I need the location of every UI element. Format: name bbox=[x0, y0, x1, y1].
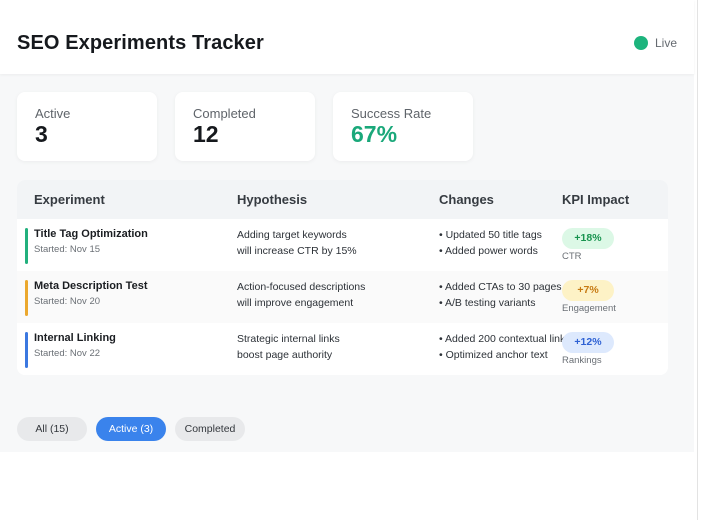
stats-row: Active 3 Completed 12 Success Rate 67% bbox=[17, 92, 473, 161]
stat-label: Success Rate bbox=[351, 106, 432, 121]
experiments-table: Experiment Hypothesis Changes KPI Impact… bbox=[17, 180, 668, 375]
stat-card-active: Active 3 bbox=[17, 92, 157, 161]
column-header-kpi-impact: KPI Impact bbox=[562, 192, 630, 207]
column-header-experiment: Experiment bbox=[34, 192, 105, 207]
column-header-changes: Changes bbox=[439, 192, 494, 207]
table-row[interactable]: Internal Linking Started: Nov 22 Strateg… bbox=[17, 323, 668, 375]
scrollbar-track[interactable] bbox=[697, 0, 698, 520]
experiment-hypothesis: Strategic internal links boost page auth… bbox=[237, 332, 427, 363]
filter-all-button[interactable]: All (15) bbox=[17, 417, 87, 441]
page-title: SEO Experiments Tracker bbox=[17, 32, 264, 54]
hypothesis-line: will increase CTR by 15% bbox=[237, 244, 357, 257]
status-accent-bar bbox=[25, 228, 28, 264]
hypothesis-line: Adding target keywords bbox=[237, 229, 347, 241]
main-content: Active 3 Completed 12 Success Rate 67% E… bbox=[0, 74, 694, 452]
change-item: • A/B testing variants bbox=[439, 296, 536, 309]
table-row[interactable]: Meta Description Test Started: Nov 20 Ac… bbox=[17, 271, 668, 323]
experiment-hypothesis: Adding target keywords will increase CTR… bbox=[237, 228, 427, 259]
kpi-impact: +7% Engagement bbox=[562, 280, 616, 314]
kpi-impact: +12% Rankings bbox=[562, 332, 614, 366]
stat-label: Active bbox=[35, 106, 71, 121]
kpi-metric: Rankings bbox=[562, 355, 602, 366]
change-item: • Updated 50 title tags bbox=[439, 229, 542, 241]
experiment-start-date: Started: Nov 22 bbox=[34, 348, 101, 359]
kpi-metric: Engagement bbox=[562, 303, 616, 314]
change-item: • Added power words bbox=[439, 244, 538, 257]
hypothesis-line: boost page authority bbox=[237, 348, 333, 361]
status-accent-bar bbox=[25, 332, 28, 368]
table-header: Experiment Hypothesis Changes KPI Impact bbox=[17, 180, 668, 219]
live-status-label: Live bbox=[655, 36, 678, 50]
filter-active-button[interactable]: Active (3) bbox=[96, 417, 166, 441]
status-accent-bar bbox=[25, 280, 28, 316]
kpi-badge: +7% bbox=[562, 280, 614, 301]
live-status: Live bbox=[634, 36, 677, 50]
column-header-hypothesis: Hypothesis bbox=[237, 192, 308, 207]
experiment-changes: • Added 200 contextual links • Optimized… bbox=[439, 332, 567, 363]
kpi-badge: +18% bbox=[562, 228, 614, 249]
hypothesis-line: Action-focused descriptions bbox=[237, 281, 366, 293]
experiment-start-date: Started: Nov 15 bbox=[34, 244, 101, 255]
experiment-name: Title Tag Optimization bbox=[34, 228, 148, 240]
change-item: • Added 200 contextual links bbox=[439, 333, 567, 345]
table-row[interactable]: Title Tag Optimization Started: Nov 15 A… bbox=[17, 219, 668, 271]
change-item: • Added CTAs to 30 pages bbox=[439, 281, 562, 293]
kpi-badge: +12% bbox=[562, 332, 614, 353]
filter-completed-button[interactable]: Completed bbox=[175, 417, 245, 441]
stat-value: 12 bbox=[193, 121, 219, 147]
experiment-hypothesis: Action-focused descriptions will improve… bbox=[237, 280, 427, 311]
stat-label: Completed bbox=[193, 106, 256, 121]
hypothesis-line: will improve engagement bbox=[237, 296, 354, 309]
filter-chips: All (15) Active (3) Completed bbox=[17, 417, 245, 441]
experiment-name: Meta Description Test bbox=[34, 280, 148, 292]
stat-card-completed: Completed 12 bbox=[175, 92, 315, 161]
kpi-impact: +18% CTR bbox=[562, 228, 614, 262]
experiment-changes: • Updated 50 title tags • Added power wo… bbox=[439, 228, 567, 259]
change-item: • Optimized anchor text bbox=[439, 348, 548, 361]
experiment-name: Internal Linking bbox=[34, 332, 116, 344]
live-status-dot-icon bbox=[634, 36, 648, 50]
experiment-changes: • Added CTAs to 30 pages • A/B testing v… bbox=[439, 280, 567, 311]
stat-value: 3 bbox=[35, 121, 48, 147]
page-header: SEO Experiments Tracker Live bbox=[0, 0, 694, 74]
kpi-metric: CTR bbox=[562, 251, 582, 262]
experiment-start-date: Started: Nov 20 bbox=[34, 296, 101, 307]
stat-card-success-rate: Success Rate 67% bbox=[333, 92, 473, 161]
stat-value: 67% bbox=[351, 121, 398, 147]
hypothesis-line: Strategic internal links bbox=[237, 333, 340, 345]
